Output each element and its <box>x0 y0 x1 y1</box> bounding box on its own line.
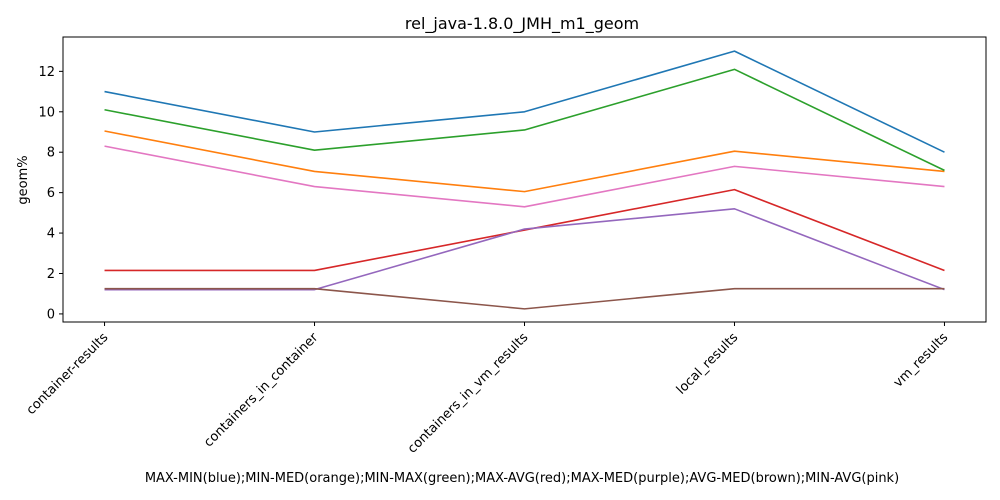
series-line-6 <box>104 145 945 208</box>
series-line-5 <box>104 287 945 310</box>
plot-frame <box>62 36 987 323</box>
y-tick-label: 4 <box>47 227 55 242</box>
x-tick-label: local_results <box>674 330 742 398</box>
series-line-2 <box>104 68 945 172</box>
x-tick-label: container-results <box>24 330 112 418</box>
y-tick-label: 8 <box>47 146 55 161</box>
x-axis: container-results containers_in_container… <box>24 322 952 457</box>
chart-title: rel_java-1.8.0_JMH_m1_geom <box>405 14 639 34</box>
y-axis: 0 2 4 6 8 10 12 <box>38 65 63 322</box>
x-tick-label: vm_results <box>891 330 952 391</box>
y-tick-label: 0 <box>47 307 55 322</box>
series-line-4 <box>104 208 945 291</box>
x-axis-label: MAX-MIN(blue);MIN-MED(orange);MIN-MAX(gr… <box>145 471 899 486</box>
x-tick-label: containers_in_vm_results <box>405 330 531 456</box>
series-line-3 <box>104 188 945 272</box>
series-line-1 <box>104 130 945 193</box>
series-line-0 <box>104 50 945 153</box>
y-tick-label: 6 <box>47 186 55 201</box>
plot-area <box>63 37 986 322</box>
y-tick-label: 10 <box>38 105 55 120</box>
series-group <box>104 50 945 310</box>
y-axis-label: geom% <box>16 155 31 204</box>
y-tick-label: 2 <box>47 267 55 282</box>
y-tick-label: 12 <box>38 65 55 80</box>
x-tick-label: containers_in_container <box>201 330 322 451</box>
